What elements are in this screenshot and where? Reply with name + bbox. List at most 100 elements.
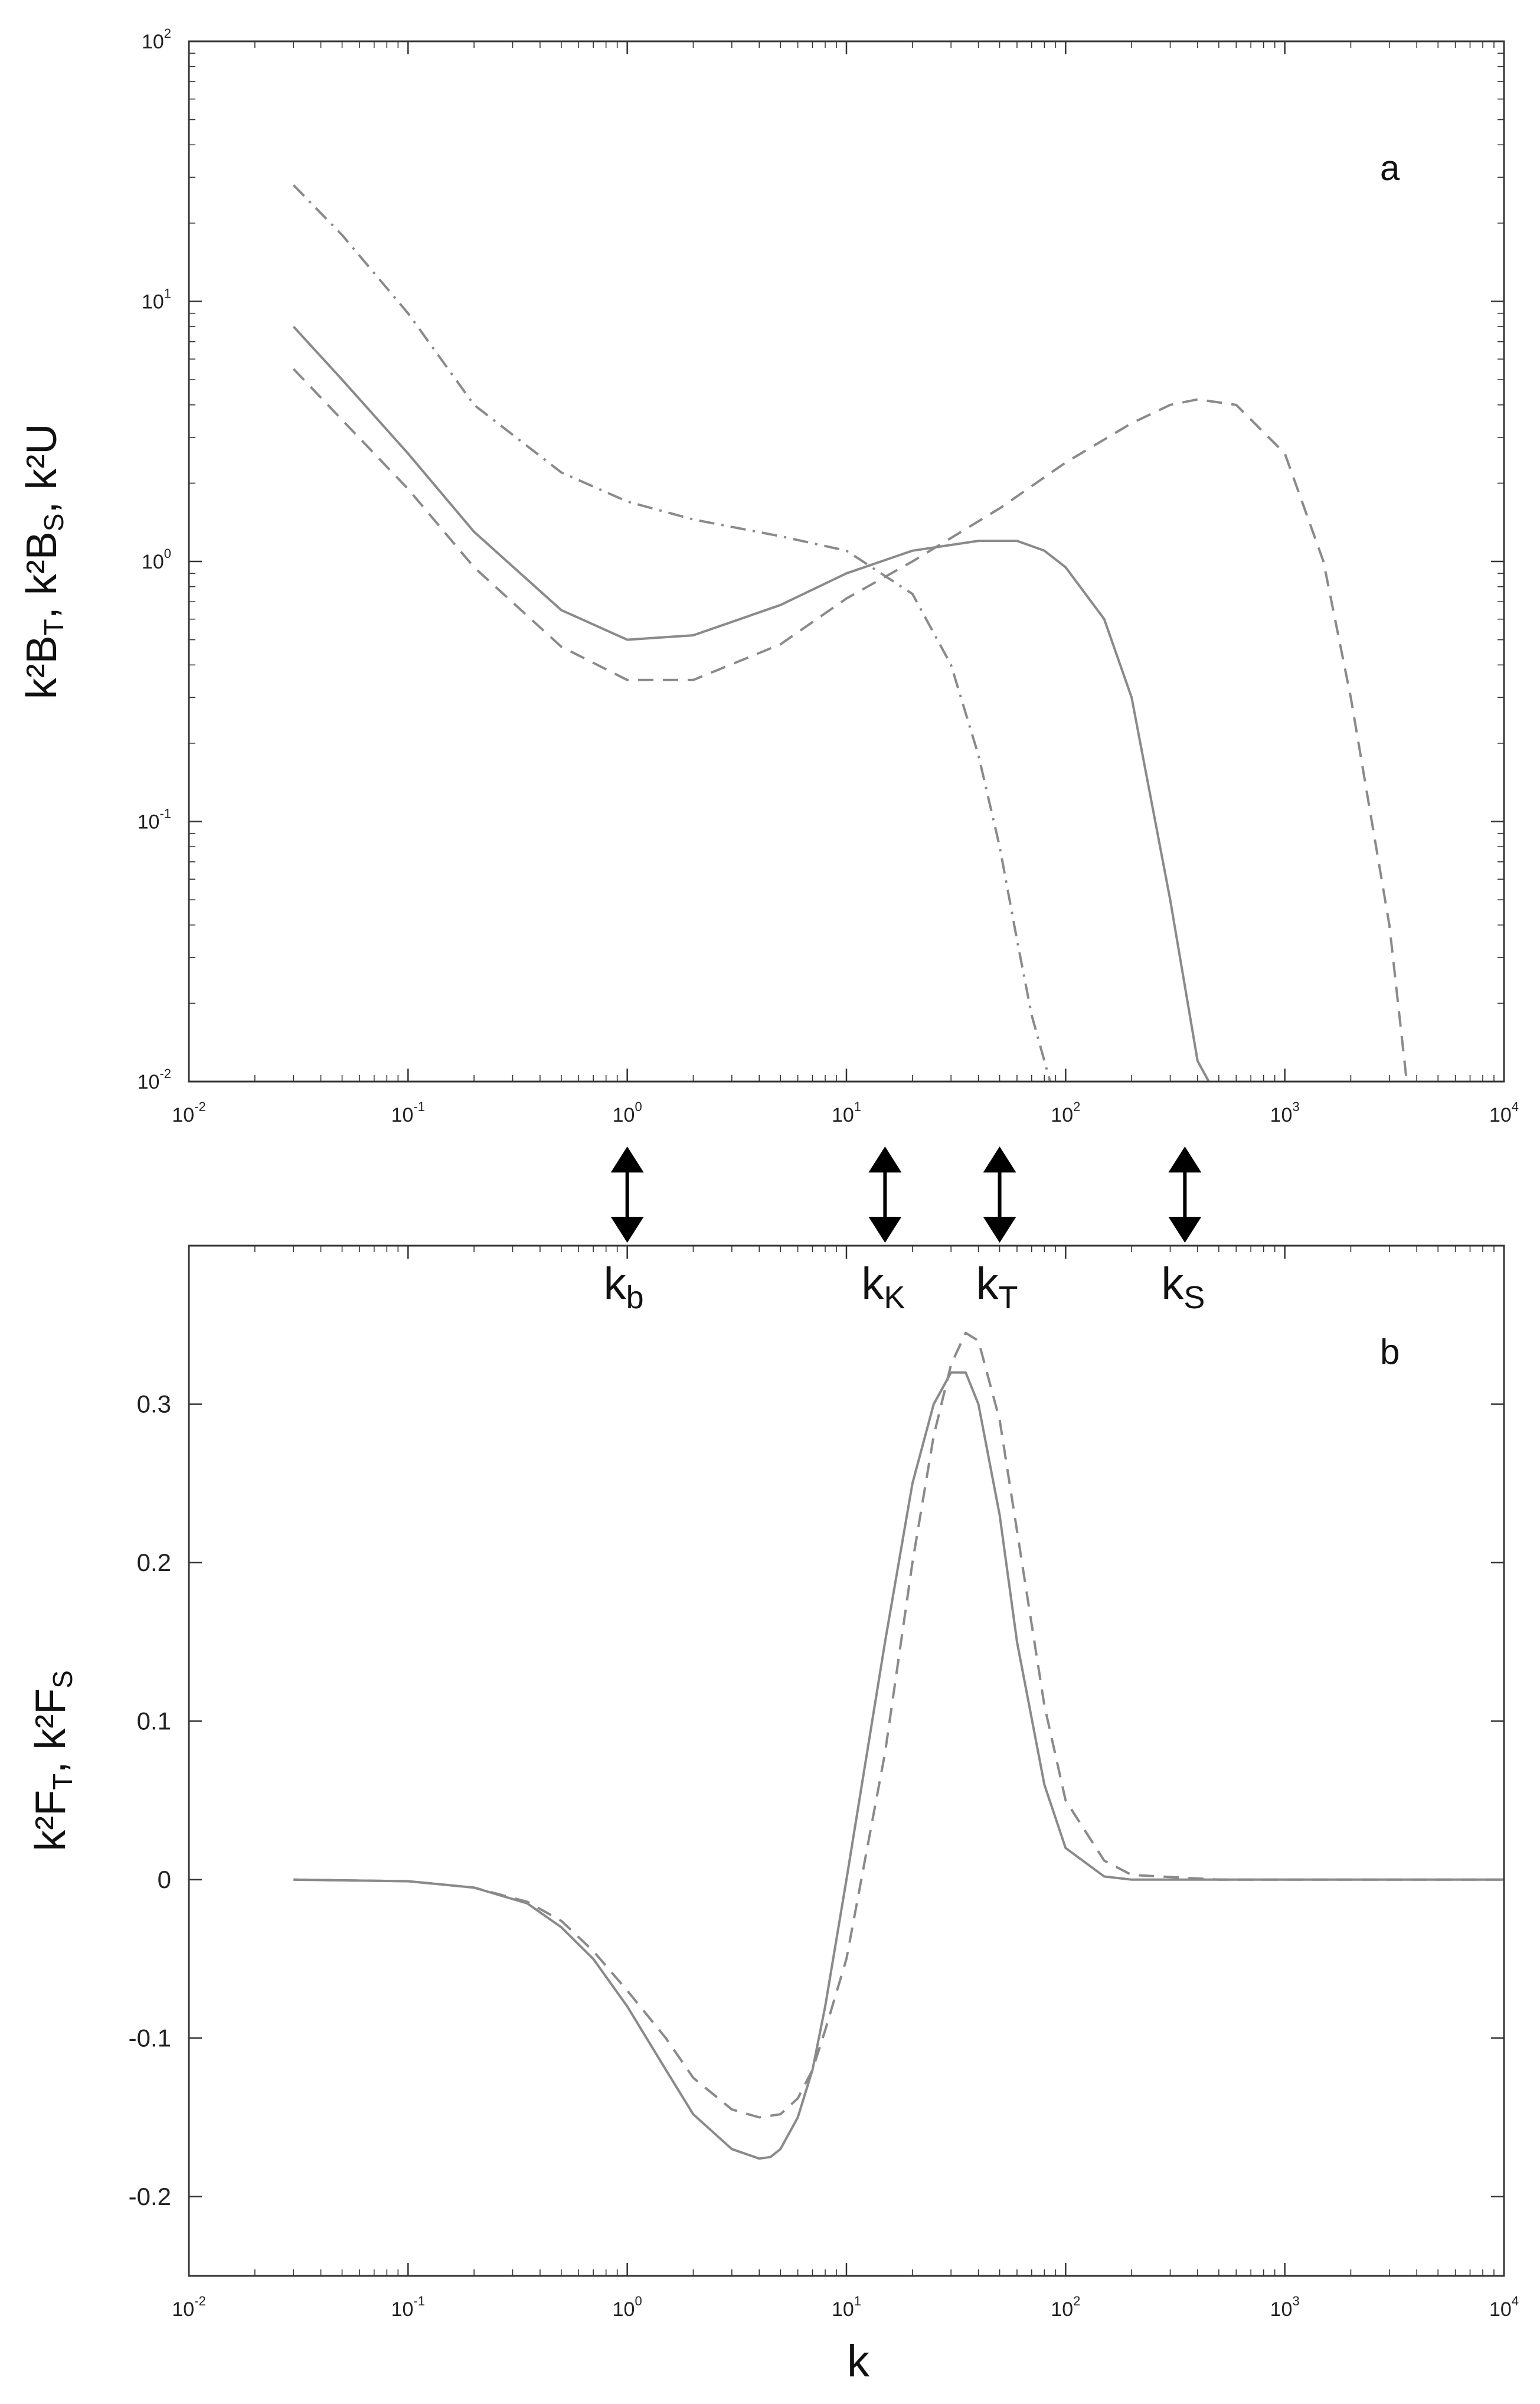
- tick-exponent: 2: [1073, 1099, 1080, 1114]
- tick-exponent: 1: [854, 1099, 861, 1114]
- tick-exponent: 3: [1292, 1099, 1299, 1114]
- marker-K: kK: [861, 1147, 905, 1315]
- panel-b-y-axis-title: k²FT, k²FS: [27, 1670, 78, 1851]
- tick-base: 10: [1051, 1104, 1073, 1126]
- marker-label: kK: [861, 1259, 905, 1315]
- b-y-tick-label: -0.2: [129, 2183, 171, 2210]
- panel-a-y-axis-title: k²BT, k²BS, k²U: [18, 424, 69, 700]
- ylabel-b-sub-s: S: [47, 1670, 78, 1688]
- panel-a-series: [292, 184, 1408, 1082]
- tick-exponent: 4: [1512, 1099, 1519, 1114]
- b-series-dashed: [293, 1331, 1504, 2119]
- marker-label-base: k: [1161, 1259, 1184, 1309]
- a-series-solid: [292, 325, 1210, 1082]
- a-x-tick-label: 102: [1051, 1099, 1080, 1126]
- tick-base: 10: [142, 31, 164, 53]
- tick-exponent: 2: [164, 26, 171, 41]
- b-y-tick-label: -0.1: [129, 2024, 171, 2052]
- panel-a: 10-2 10-1 100 101 102 103 10410-210-1100101102…: [18, 26, 1519, 1126]
- b-y-tick-label: 0.1: [137, 1707, 171, 1735]
- marker-label-subscript: b: [626, 1280, 644, 1315]
- tick-base: 10: [832, 1104, 854, 1126]
- panel-b-tick-labels: 10-2 10-1 100 101 102 103 104-0.2-0.100.10.20.…: [129, 1390, 1519, 2321]
- marker-label-subscript: K: [884, 1280, 905, 1315]
- b-x-tick-label: 101: [832, 2294, 861, 2321]
- a-x-tick-label: 100: [613, 1099, 642, 1126]
- marker-arrow-head-down: [1168, 1217, 1202, 1243]
- marker-label-base: k: [604, 1259, 627, 1309]
- b-x-tick-label: 100: [613, 2294, 642, 2321]
- tick-base: 10: [391, 1104, 414, 1126]
- tick-exponent: 4: [1512, 2294, 1519, 2308]
- a-x-tick-label: 10-2: [172, 1099, 205, 1126]
- b-x-tick-label: 103: [1270, 2294, 1300, 2321]
- tick-base: 10: [142, 551, 164, 573]
- marker-arrow-head-up: [610, 1147, 644, 1172]
- marker-S: kS: [1161, 1147, 1205, 1315]
- b-y-tick-label: 0.3: [137, 1390, 171, 1417]
- tick-exponent: -1: [413, 2294, 425, 2308]
- a-y-tick-label: 100: [142, 546, 171, 573]
- a-series-dashed: [292, 368, 1408, 1082]
- b-series-solid: [293, 1371, 1504, 2160]
- tick-base: 10: [1270, 1104, 1293, 1126]
- marker-arrow-head-down: [868, 1217, 902, 1243]
- a-y-tick-label: 10-2: [138, 1066, 171, 1093]
- tick-exponent: -1: [159, 806, 171, 821]
- b-x-tick-label: 102: [1051, 2294, 1080, 2321]
- a-x-tick-label: 104: [1489, 1099, 1519, 1126]
- marker-arrow-head-down: [610, 1217, 644, 1243]
- panel-b-x-axis-title: k: [847, 2336, 870, 2386]
- tick-exponent: -1: [413, 1099, 425, 1114]
- marker-label: kb: [604, 1259, 644, 1315]
- tick-exponent: -2: [159, 1066, 171, 1081]
- panel-a-letter: a: [1380, 148, 1400, 188]
- tick-base: 10: [1270, 2298, 1293, 2321]
- wavenumber-markers: kb kK kT kS: [604, 1147, 1205, 1315]
- marker-label-subscript: S: [1183, 1280, 1205, 1315]
- ylabel-b-part-1: k²F: [27, 1790, 74, 1851]
- ylabel-part-1: k²B: [18, 635, 66, 699]
- marker-label-base: k: [861, 1259, 884, 1309]
- tick-base: 10: [142, 291, 164, 313]
- marker-arrow-head-down: [983, 1217, 1016, 1243]
- b-x-tick-label: 104: [1489, 2294, 1519, 2321]
- ylabel-b-part-2: , k²F: [27, 1688, 74, 1773]
- panel-b: 10-2 10-1 100 101 102 103 104-0.2-0.100.10.20.…: [27, 1245, 1519, 2386]
- tick-base: 10: [1489, 1104, 1512, 1126]
- a-y-tick-label: 101: [142, 286, 171, 313]
- tick-base: 10: [138, 1071, 160, 1093]
- panel-b-frame: [188, 1245, 1505, 2277]
- tick-base: 10: [1051, 2298, 1073, 2321]
- a-x-tick-label: 10-1: [391, 1099, 425, 1126]
- a-series-dash-dot: [292, 184, 1052, 1082]
- ylabel-sub-t: T: [38, 619, 69, 635]
- a-x-tick-label: 103: [1270, 1099, 1300, 1126]
- tick-base: 10: [613, 2298, 635, 2321]
- tick-base: 10: [172, 2298, 194, 2321]
- ylabel-b-sub-t: T: [47, 1773, 78, 1790]
- tick-exponent: -2: [194, 1099, 206, 1114]
- tick-exponent: 0: [635, 1099, 642, 1114]
- tick-base: 10: [832, 2298, 854, 2321]
- b-y-tick-label: 0: [158, 1866, 171, 1893]
- tick-exponent: 1: [854, 2294, 861, 2308]
- ylabel-sub-s: S: [38, 514, 69, 532]
- a-x-tick-label: 101: [832, 1099, 861, 1126]
- marker-T: kT: [976, 1147, 1018, 1315]
- tick-base: 10: [1489, 2298, 1512, 2321]
- b-x-tick-label: 10-2: [172, 2294, 205, 2321]
- panel-a-frame: [188, 40, 1505, 1083]
- panel-b-letter: b: [1380, 1332, 1400, 1371]
- tick-exponent: -2: [194, 2294, 206, 2308]
- b-y-tick-label: 0.2: [137, 1549, 171, 1576]
- marker-b: kb: [604, 1147, 644, 1315]
- marker-arrow-head-up: [868, 1147, 902, 1172]
- tick-exponent: 2: [1073, 2294, 1080, 2308]
- marker-label: kS: [1161, 1259, 1205, 1315]
- marker-arrow-head-up: [983, 1147, 1016, 1172]
- ylabel-part-2: , k²B: [18, 531, 66, 619]
